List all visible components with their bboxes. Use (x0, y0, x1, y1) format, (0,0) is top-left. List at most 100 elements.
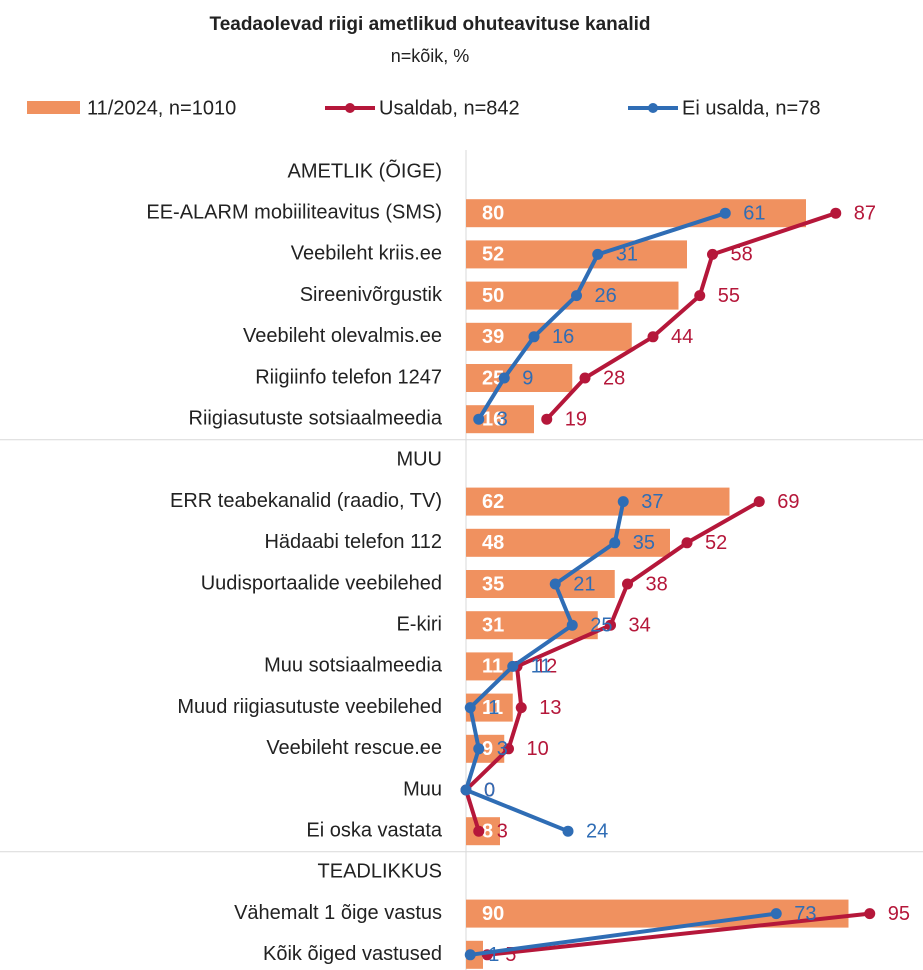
line-value-label: 3 (497, 820, 508, 842)
line-value-label: 37 (641, 491, 663, 513)
bar-value-label: 35 (482, 573, 504, 595)
bar-value-label: 62 (482, 491, 504, 513)
line-marker (549, 578, 561, 590)
category-label: AMETLIK (ÕIGE) (288, 158, 442, 182)
legend-marker (345, 103, 355, 113)
category-label: ERR teabekanalid (raadio, TV) (170, 490, 442, 512)
line-value-label: 1 (488, 697, 499, 719)
line-marker (647, 331, 659, 343)
bar-value-label: 52 (482, 244, 504, 266)
category-label: Veebileht kriis.ee (291, 243, 442, 265)
legend-label: Usaldab, n=842 (379, 97, 520, 119)
category-label: Veebileht olevalmis.ee (243, 325, 442, 347)
chart-title: Teadaolevad riigi ametlikud ohuteavituse… (210, 14, 651, 35)
category-label: TEADLIKKUS (318, 861, 442, 883)
line-value-label: 55 (718, 285, 740, 307)
line-marker (498, 372, 510, 384)
line-value-label: 3 (497, 408, 508, 430)
bar-value-label: 8 (482, 820, 493, 842)
line-marker (694, 290, 706, 302)
line-value-label: 34 (629, 614, 651, 636)
category-label: EE-ALARM mobiiliteavitus (SMS) (146, 201, 442, 223)
bar (466, 528, 670, 557)
line-value-label: 12 (535, 656, 557, 678)
line-marker (503, 743, 514, 755)
bar (466, 364, 573, 392)
line-value-label: 16 (552, 326, 574, 348)
line-marker (681, 537, 693, 549)
bar-value-label: 11 (482, 656, 503, 678)
line-marker (571, 290, 582, 302)
line-marker (528, 331, 540, 343)
line-value-label: 38 (646, 573, 668, 595)
line-marker (507, 660, 519, 672)
line-value-label: 0 (484, 779, 495, 801)
bar (466, 322, 632, 351)
line-marker (830, 207, 842, 219)
line-value-label: 44 (671, 326, 693, 348)
bar-value-label: 0 (482, 779, 493, 801)
bar-value-label: 90 (482, 903, 504, 925)
line-value-label: 58 (731, 244, 753, 266)
bar (466, 199, 806, 228)
line-value-label: 0 (484, 779, 495, 801)
bar-value-label: 11 (482, 697, 503, 719)
category-label: Muu sotsiaalmeedia (264, 655, 443, 677)
line-marker (617, 496, 629, 508)
category-label: Sireenivõrgustik (300, 284, 443, 306)
line-marker (464, 949, 476, 961)
line-value-label: 24 (586, 820, 608, 842)
category-label: Vähemalt 1 õige vastus (234, 902, 442, 924)
line-marker (579, 372, 591, 384)
category-label: MUU (396, 449, 442, 471)
line-marker (770, 908, 782, 920)
line-value-label: 3 (497, 738, 508, 760)
line-marker (473, 743, 485, 755)
line-value-label: 13 (539, 697, 561, 719)
category-label: Muud riigiasutuste veebilehed (177, 696, 442, 718)
line-marker (753, 496, 765, 508)
category-label: Veebileht rescue.ee (266, 737, 442, 759)
line-value-label: 21 (573, 573, 595, 595)
line-value-label: 52 (705, 532, 727, 554)
line-value-label: 28 (603, 367, 625, 389)
line-marker (562, 825, 574, 837)
line-marker (605, 619, 616, 631)
bar-value-label: 31 (482, 614, 504, 636)
line-value-label: 11 (531, 656, 552, 678)
line-marker (592, 248, 604, 260)
bar-value-label: 80 (482, 202, 504, 224)
line-marker (864, 908, 876, 920)
line-value-label: 87 (854, 202, 876, 224)
bar (466, 570, 615, 598)
line-marker (515, 702, 527, 714)
category-label: Riigiasutuste sotsiaalmeedia (189, 407, 443, 429)
category-label: Muu (403, 778, 442, 800)
category-label: Uudisportaalide veebilehed (201, 572, 442, 594)
legend-swatch (27, 101, 80, 114)
legend-label: 11/2024, n=1010 (87, 97, 236, 119)
bar-value-label: 48 (482, 532, 504, 554)
line-marker (622, 578, 633, 590)
bar (466, 240, 687, 269)
line-marker (473, 413, 485, 425)
line-value-label: 25 (590, 614, 612, 636)
bar-value-label: 16 (482, 408, 504, 430)
line-value-label: 10 (527, 738, 549, 760)
legend-marker (648, 103, 658, 113)
line-value-label: 26 (595, 285, 617, 307)
line-marker (609, 537, 621, 549)
line-value-label: 19 (565, 408, 587, 430)
bar (466, 487, 730, 516)
chart-subtitle: n=kõik, % (391, 46, 470, 66)
line-value-label: 31 (616, 244, 638, 266)
line-value-label: 61 (743, 202, 765, 224)
line-value-label: 95 (888, 903, 910, 925)
line-marker (464, 702, 476, 714)
category-label: Hädaabi telefon 112 (264, 531, 442, 553)
line-value-label: 69 (777, 491, 799, 513)
line-marker (566, 619, 578, 631)
line-marker (719, 207, 731, 219)
category-label: E-kiri (396, 613, 442, 635)
line-marker (460, 784, 472, 796)
